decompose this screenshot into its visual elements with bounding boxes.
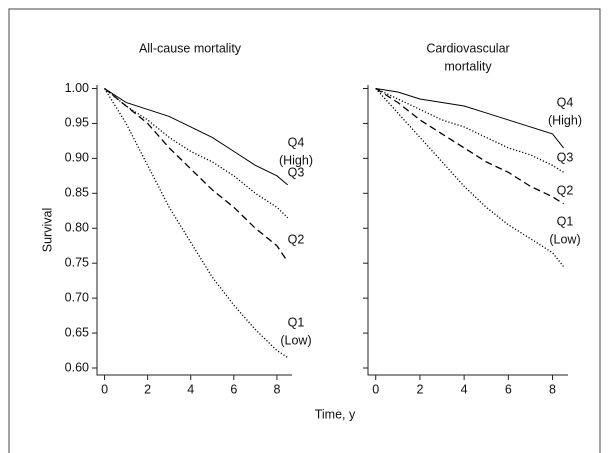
x-axis-label: Time, y <box>315 407 356 421</box>
axis-line <box>367 85 568 376</box>
y-axis-label: Survival <box>40 208 54 252</box>
series-label: Q3 <box>288 165 305 179</box>
series-label: Q4 <box>557 95 574 109</box>
series-label: Q3 <box>557 150 574 164</box>
series-sublabel: (High) <box>279 153 313 167</box>
series-label: Q4 <box>288 135 305 149</box>
survival-line <box>375 87 564 173</box>
survival-line <box>375 88 565 268</box>
x-tick-label: 2 <box>416 382 423 396</box>
series-label: Q2 <box>557 183 574 197</box>
y-tick-label: 0.70 <box>65 290 89 304</box>
x-tick-label: 8 <box>273 382 280 396</box>
survival-line <box>104 88 289 186</box>
y-tick-label: 0.90 <box>65 151 89 165</box>
y-tick-label: 0.75 <box>65 255 89 269</box>
x-tick-label: 4 <box>187 382 194 396</box>
panel-title: mortality <box>444 59 492 73</box>
y-tick-label: 0.80 <box>65 221 89 235</box>
x-tick-label: 2 <box>144 382 151 396</box>
survival-line <box>375 88 564 149</box>
y-tick-label: 1.00 <box>65 81 89 95</box>
frame <box>8 8 601 453</box>
survival-line <box>104 87 289 263</box>
survival-line <box>375 87 564 205</box>
series-sublabel: (High) <box>548 113 582 127</box>
x-tick-label: 0 <box>101 382 108 396</box>
x-tick-label: 8 <box>549 382 556 396</box>
axis-line <box>96 85 292 376</box>
panel-title: Cardiovascular <box>426 41 509 55</box>
x-tick-label: 6 <box>505 382 512 396</box>
panel-title: All-cause mortality <box>139 41 242 55</box>
series-sublabel: (Low) <box>549 232 580 246</box>
survival-line <box>104 87 289 219</box>
y-tick-label: 0.65 <box>65 325 89 339</box>
survival-line <box>103 88 289 359</box>
series-label: Q1 <box>288 315 305 329</box>
y-tick-label: 0.60 <box>65 360 89 374</box>
x-tick-label: 0 <box>372 382 379 396</box>
series-label: Q1 <box>557 214 574 228</box>
x-tick-label: 4 <box>461 382 468 396</box>
series-sublabel: (Low) <box>280 333 311 347</box>
x-tick-label: 6 <box>230 382 237 396</box>
y-tick-label: 0.95 <box>65 116 89 130</box>
series-label: Q2 <box>288 232 305 246</box>
y-tick-label: 0.85 <box>65 186 89 200</box>
